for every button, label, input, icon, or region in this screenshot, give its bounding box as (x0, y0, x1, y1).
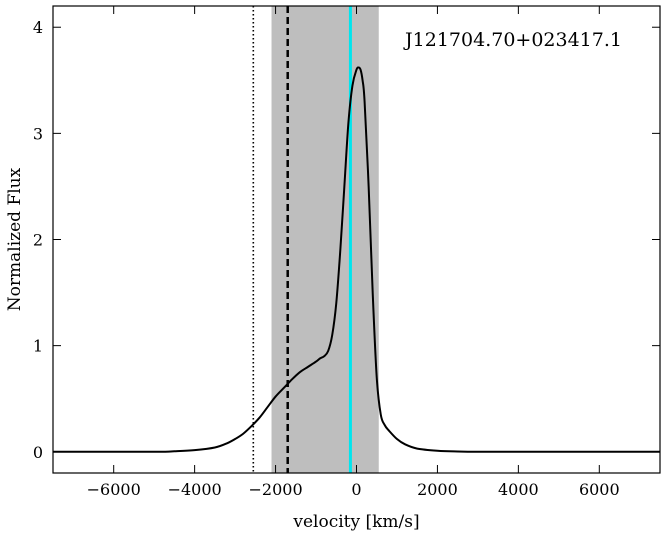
plot-area (52, 6, 661, 473)
x-tick-label: −4000 (168, 480, 222, 499)
y-tick-label: 2 (33, 231, 43, 250)
x-tick-label: 2000 (417, 480, 458, 499)
x-tick-label: −6000 (87, 480, 141, 499)
x-tick-label: 0 (351, 480, 361, 499)
y-tick-label: 3 (33, 124, 43, 143)
spectrum-annotation: J121704.70+023417.1 (403, 29, 622, 51)
axis-ticks: −6000 −4000 −2000 0 2000 4000 6000 0 1 2 3 4 (33, 6, 660, 499)
x-tick-label: 6000 (579, 480, 620, 499)
x-tick-label: 4000 (498, 480, 539, 499)
x-tick-label: −2000 (249, 480, 303, 499)
x-axis-label: velocity [km/s] (292, 512, 419, 532)
y-tick-label: 4 (33, 18, 43, 37)
y-axis-label: Normalized Flux (5, 167, 25, 311)
y-tick-label: 1 (33, 337, 43, 356)
shaded-region (271, 6, 379, 473)
plot-frame (52, 5, 661, 474)
y-tick-label: 0 (33, 443, 43, 462)
spectrum-line (52, 66, 661, 453)
